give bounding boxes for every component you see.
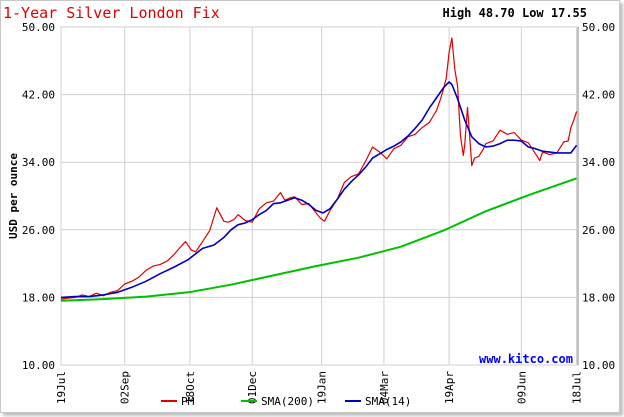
y-tick-label-left: 50.00 (22, 21, 55, 34)
y-axis-label: USD per ounce (7, 153, 20, 239)
x-tick-label: 09Jun (515, 371, 528, 404)
x-tick-label: 18Jul (571, 371, 584, 404)
y-tick-label-left: 26.00 (22, 224, 55, 237)
y-tick-label-right: 18.00 (582, 291, 615, 304)
watermark: www.kitco.com (479, 352, 573, 366)
y-tick-label-left: 10.00 (22, 359, 55, 372)
plot-area (60, 26, 579, 366)
y-tick-label-right: 10.00 (582, 359, 615, 372)
legend-label-sma-200: SMA(200) (261, 395, 314, 408)
y-tick-label-right: 42.00 (582, 89, 615, 102)
y-tick-label-right: 34.00 (582, 156, 615, 169)
x-tick-label: 19Apr (443, 371, 456, 404)
high-low-label: High 48.70 Low 17.55 (443, 6, 588, 20)
legend: PM SMA(200) SMA(14) (161, 395, 411, 408)
legend-label-pm: PM (181, 395, 195, 408)
series-layer (60, 37, 578, 302)
x-tick-label: 19Jul (55, 371, 68, 404)
chart-title: 1-Year Silver London Fix (3, 4, 220, 22)
y-tick-label-right: 50.00 (582, 21, 615, 34)
x-tick-label: 18Oct (184, 371, 197, 404)
legend-label-sma-14: SMA(14) (365, 395, 411, 408)
x-tick-label: 01Dec (246, 371, 259, 404)
series-line-pm (60, 37, 578, 300)
grid-layer (60, 26, 578, 366)
x-tick-label: 02Sep (119, 371, 132, 404)
series-line-sma-200 (60, 177, 577, 302)
y-tick-label-right: 26.00 (582, 224, 615, 237)
y-tick-label-left: 18.00 (22, 291, 55, 304)
y-tick-label-left: 42.00 (22, 89, 55, 102)
y-tick-label-left: 34.00 (22, 156, 55, 169)
silver-price-chart: 1-Year Silver London Fix High 48.70 Low … (3, 4, 615, 408)
x-tick-label: 19Jan (316, 371, 329, 404)
series-line-sma-14 (60, 81, 578, 299)
x-tick-label: 04Mar (378, 371, 391, 404)
axis-layer: 10.00 10.00 18.00 18.00 26.00 26.00 34.00 34.00… (22, 21, 615, 404)
